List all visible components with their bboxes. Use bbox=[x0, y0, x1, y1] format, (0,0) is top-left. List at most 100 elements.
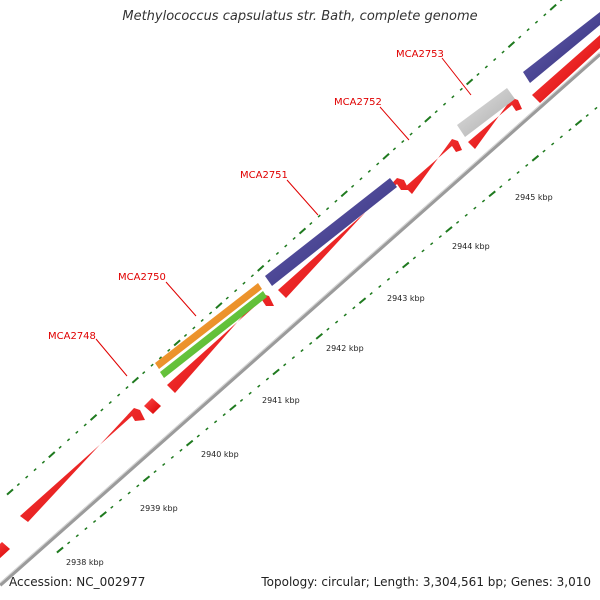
tick-mark-outer bbox=[25, 475, 29, 479]
leader-line-mca2751 bbox=[286, 179, 319, 216]
tick-mark-inner bbox=[248, 391, 252, 395]
tick-mark-outer bbox=[382, 153, 390, 160]
tick-mark-inner bbox=[551, 142, 555, 146]
tick-mark-inner bbox=[315, 333, 324, 340]
tick-mark-outer bbox=[409, 132, 413, 136]
tick-mark-inner bbox=[421, 249, 425, 253]
gene-label-mca2753: MCA2753 bbox=[396, 49, 444, 60]
tick-mark-inner bbox=[499, 185, 503, 189]
tick-mark-inner bbox=[358, 297, 367, 305]
tick-mark-inner bbox=[205, 427, 209, 431]
tick-mark-outer bbox=[267, 259, 271, 263]
tick-mark-outer bbox=[442, 102, 447, 106]
tick-mark-outer bbox=[534, 20, 539, 24]
tick-mark-outer bbox=[292, 236, 296, 241]
tick-mark-outer bbox=[192, 326, 196, 330]
tick-mark-outer bbox=[476, 72, 480, 76]
tick-mark-inner bbox=[222, 413, 226, 417]
map-title: Methylococcus capsulatus str. Bath, comp… bbox=[122, 9, 478, 24]
kbp-label-2942: 2942 kbp bbox=[326, 344, 364, 353]
tick-row-outer bbox=[6, 0, 563, 496]
tick-mark-inner bbox=[464, 213, 468, 217]
tick-mark-inner bbox=[438, 235, 442, 239]
tick-mark-inner bbox=[153, 470, 157, 474]
tick-mark-inner bbox=[127, 491, 131, 495]
tick-mark-outer bbox=[33, 468, 37, 472]
tick-mark-inner bbox=[542, 149, 546, 153]
tick-mark-outer bbox=[208, 311, 213, 315]
tick-mark-outer bbox=[484, 65, 488, 69]
tick-mark-inner bbox=[170, 455, 174, 459]
feature-bar-green bbox=[160, 291, 267, 378]
tick-mark-inner bbox=[568, 128, 572, 132]
tick-mark-inner bbox=[229, 404, 237, 411]
tick-mark-outer bbox=[167, 348, 171, 352]
kbp-label-2941: 2941 kbp bbox=[262, 396, 300, 405]
kbp-label-2940: 2940 kbp bbox=[201, 450, 239, 459]
tick-mark-outer bbox=[173, 339, 181, 347]
tick-mark-inner bbox=[507, 178, 512, 182]
tick-mark-outer bbox=[75, 430, 79, 434]
tick-mark-inner bbox=[473, 206, 477, 210]
tick-mark-inner bbox=[481, 199, 486, 203]
tick-mark-inner bbox=[343, 313, 347, 317]
feature-bar-blue-1 bbox=[265, 178, 397, 286]
tick-mark-inner bbox=[525, 163, 529, 167]
tick-mark-inner bbox=[265, 377, 270, 381]
gene-label-mca2752: MCA2752 bbox=[334, 97, 382, 108]
tick-mark-inner bbox=[585, 113, 589, 118]
tick-mark-outer bbox=[351, 184, 355, 188]
feature-bar-orange bbox=[155, 283, 262, 369]
gene-label-mca2748: MCA2748 bbox=[48, 331, 96, 342]
genome-backbone-highlight bbox=[0, 51, 600, 584]
tick-mark-outer bbox=[41, 460, 46, 464]
leader-line-mca2748 bbox=[95, 338, 128, 377]
cds-arrow-3 bbox=[144, 398, 161, 414]
tick-mark-inner bbox=[531, 154, 540, 162]
tick-mark-inner bbox=[488, 190, 496, 198]
feature-bar-grey bbox=[457, 88, 515, 137]
tick-mark-inner bbox=[594, 106, 598, 110]
tick-mark-inner bbox=[309, 341, 313, 345]
tick-mark-outer bbox=[401, 139, 405, 144]
leader-line-mca2752 bbox=[379, 106, 410, 141]
tick-mark-inner bbox=[196, 434, 200, 438]
tick-mark-outer bbox=[158, 356, 163, 360]
tick-mark-outer bbox=[543, 13, 547, 17]
tick-mark-outer bbox=[507, 41, 516, 49]
tick-mark-inner bbox=[142, 475, 151, 483]
tick-mark-outer bbox=[100, 408, 104, 412]
cds-arrow-7 bbox=[468, 98, 522, 149]
tick-mark-inner bbox=[67, 541, 71, 545]
tick-mark-outer bbox=[150, 363, 154, 367]
tick-mark-outer bbox=[6, 488, 14, 496]
tick-mark-inner bbox=[412, 256, 417, 260]
cds-arrow-2 bbox=[20, 408, 145, 522]
tick-mark-outer bbox=[465, 78, 474, 86]
tick-mark-inner bbox=[99, 511, 107, 518]
tick-mark-outer bbox=[359, 177, 363, 181]
tick-mark-inner bbox=[136, 484, 140, 488]
tick-mark-outer bbox=[142, 371, 146, 375]
tick-mark-inner bbox=[92, 519, 97, 524]
tick-mark-outer bbox=[275, 251, 280, 255]
tick-mark-outer bbox=[257, 264, 265, 272]
gene-label-mca2751: MCA2751 bbox=[240, 170, 288, 181]
leader-line-mca2750 bbox=[165, 281, 197, 317]
kbp-label-2939: 2939 kbp bbox=[140, 504, 178, 513]
tick-mark-outer bbox=[325, 207, 330, 211]
tick-mark-outer bbox=[66, 438, 71, 442]
tick-mark-inner bbox=[430, 242, 434, 246]
leader-line-mca2753 bbox=[441, 57, 472, 96]
tick-mark-outer bbox=[434, 110, 438, 114]
tick-mark-outer bbox=[559, 0, 563, 2]
tick-mark-inner bbox=[559, 135, 563, 139]
tick-mark-inner bbox=[110, 505, 114, 509]
tick-mark-outer bbox=[549, 3, 557, 11]
tick-mark-inner bbox=[574, 119, 583, 126]
tick-mark-outer bbox=[183, 333, 188, 337]
tick-mark-inner bbox=[213, 420, 218, 424]
tick-mark-inner bbox=[395, 270, 399, 274]
tick-mark-inner bbox=[272, 368, 280, 376]
